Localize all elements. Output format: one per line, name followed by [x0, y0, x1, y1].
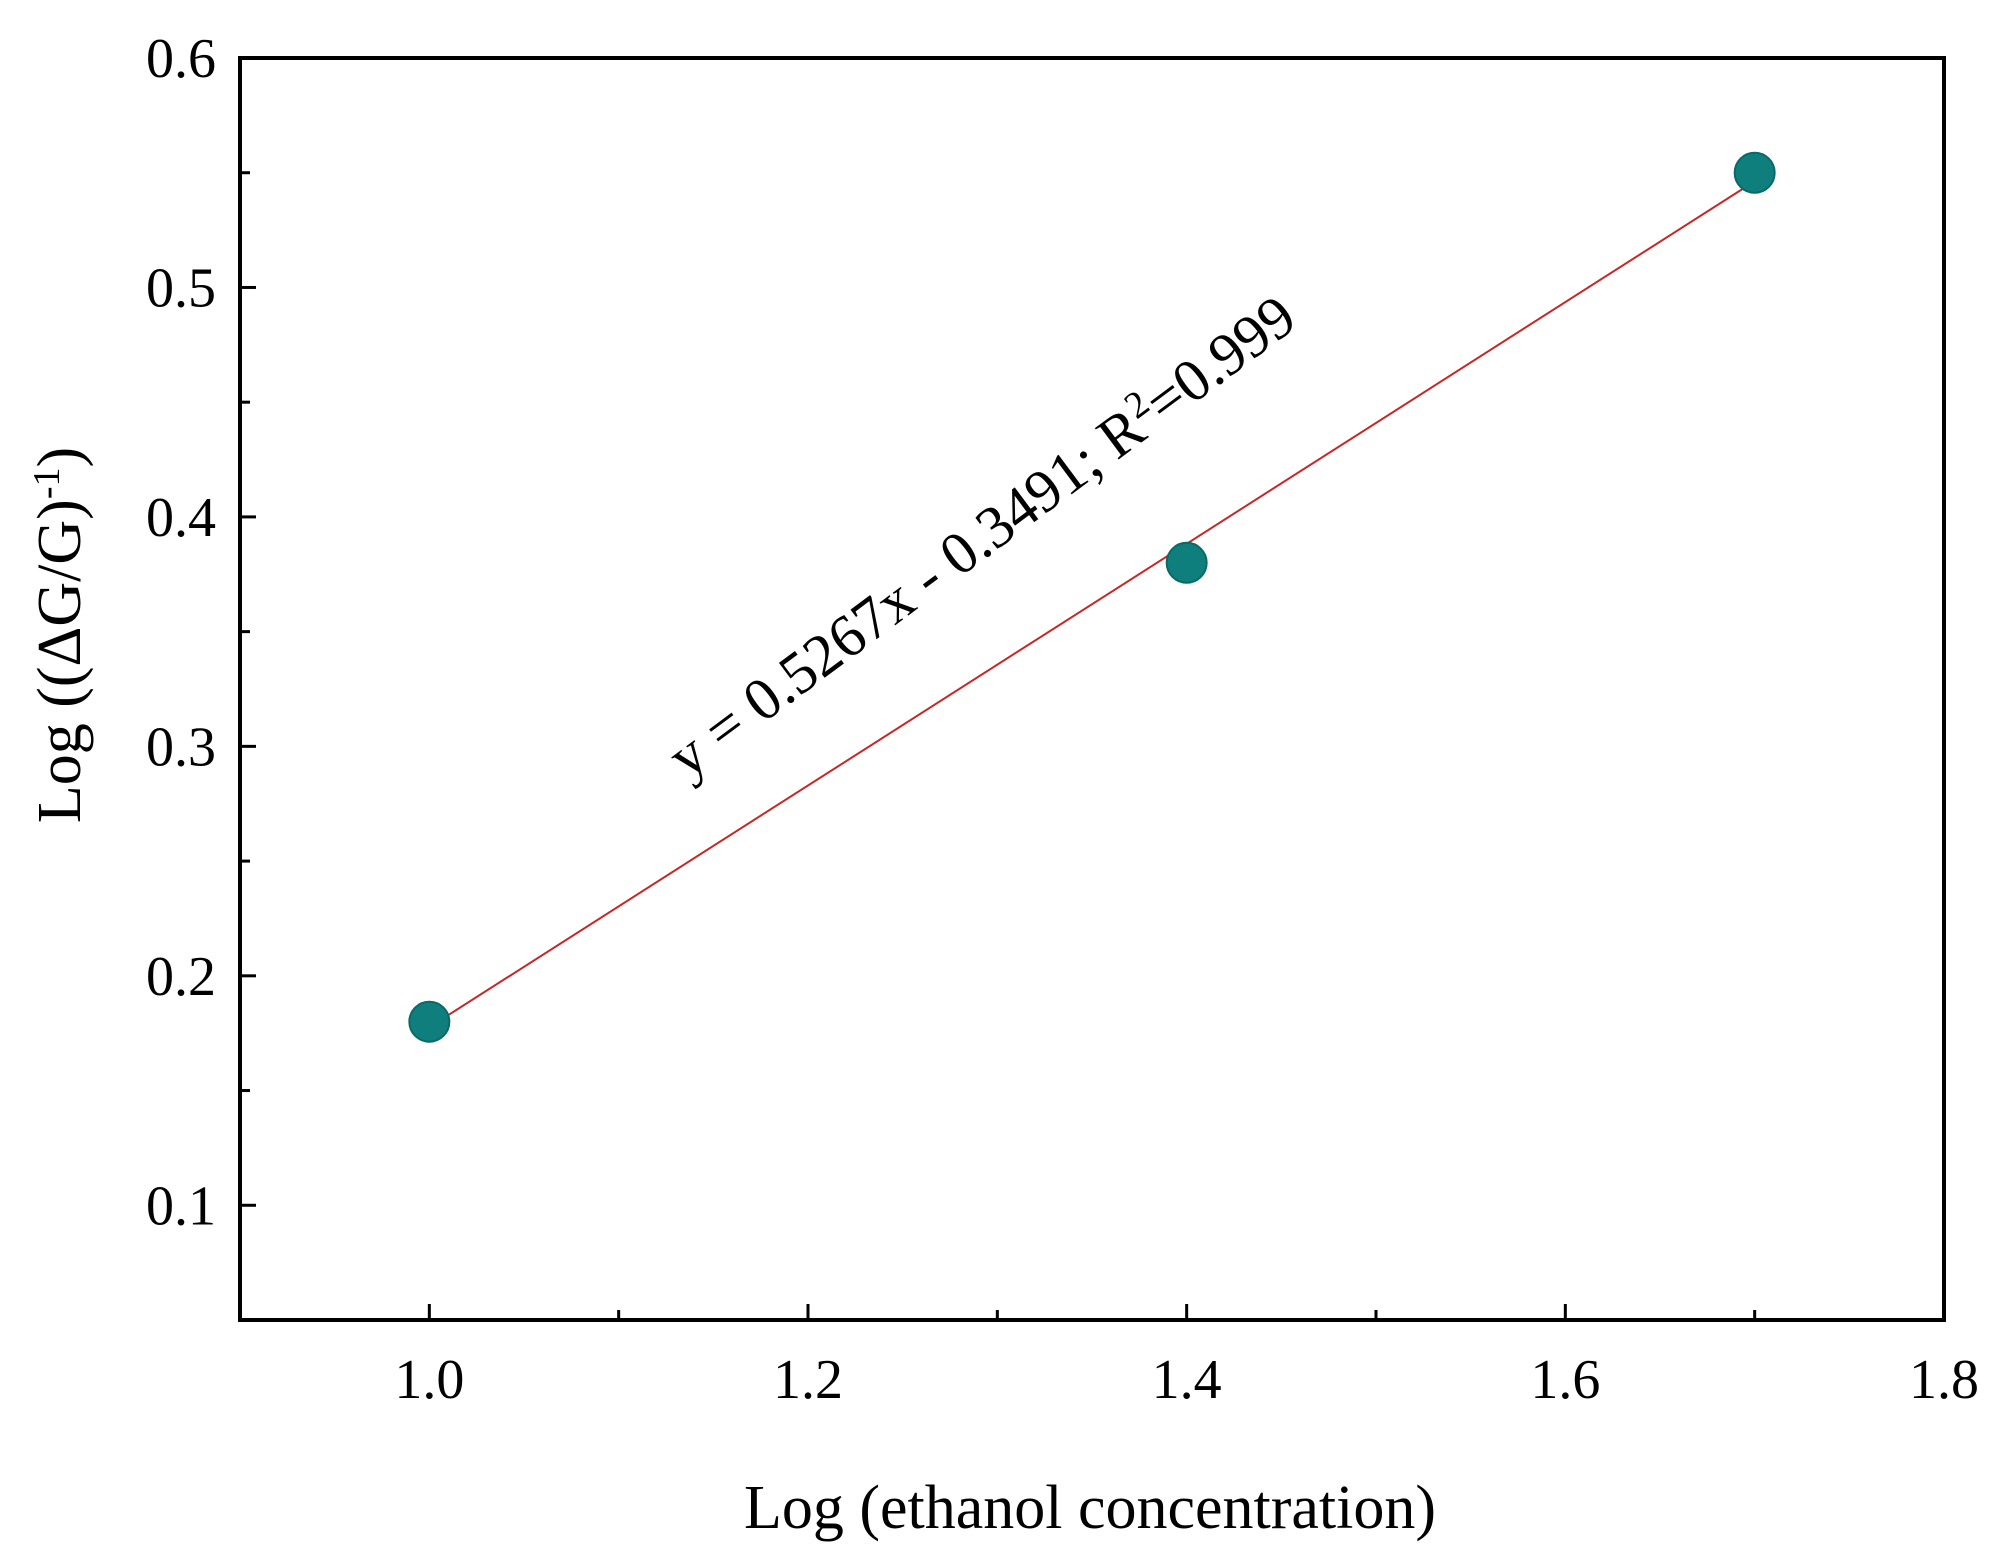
x-tick-label: 1.0: [394, 1349, 464, 1411]
y-tick-label: 0.6: [146, 28, 216, 90]
data-point: [1165, 541, 1208, 584]
data-point: [408, 1000, 451, 1043]
y-axis-title: Log ((ΔG/G)-1): [26, 447, 94, 823]
x-tick-label: 1.6: [1530, 1349, 1600, 1411]
fit-line: [428, 180, 1756, 1029]
x-tick-label: 1.2: [773, 1349, 843, 1411]
data-points: [408, 151, 1776, 1043]
x-tick-labels: 1.0 1.2 1.4 1.6 1.8: [394, 1349, 1979, 1411]
y-tick-label: 0.4: [146, 487, 216, 549]
y-tick-label: 0.5: [146, 257, 216, 319]
axis-ticks: [238, 56, 1946, 1322]
x-axis-title: Log (ethanol concentration): [744, 1474, 1436, 1542]
y-axis-title-suffix: ): [26, 447, 94, 468]
y-axis-title-main: Log ((ΔG/G): [26, 499, 94, 823]
y-tick-label: 0.1: [146, 1175, 216, 1237]
plot-frame: [238, 56, 1946, 1322]
y-tick-label: 0.3: [146, 716, 216, 778]
x-tick-label: 1.4: [1152, 1349, 1222, 1411]
y-tick-label: 0.2: [146, 946, 216, 1008]
y-axis-title-superscript: -1: [26, 468, 68, 500]
x-tick-label: 1.8: [1909, 1349, 1979, 1411]
y-tick-labels: 0.1 0.2 0.3 0.4 0.5 0.6: [146, 28, 216, 1237]
data-point: [1733, 151, 1776, 194]
